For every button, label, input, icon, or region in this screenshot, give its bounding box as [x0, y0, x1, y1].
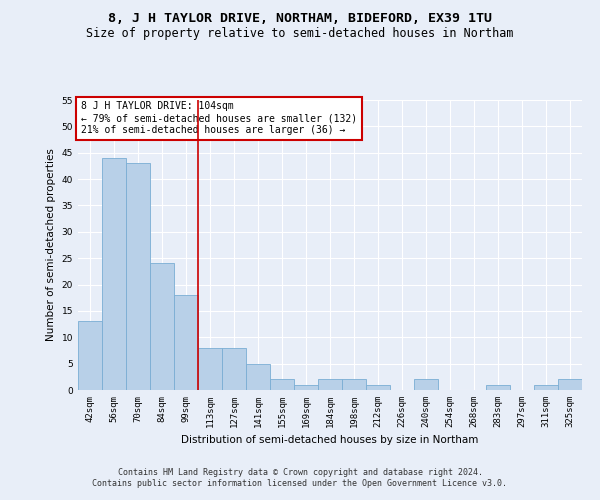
Bar — [78, 322, 102, 390]
Bar — [198, 348, 222, 390]
X-axis label: Distribution of semi-detached houses by size in Northam: Distribution of semi-detached houses by … — [181, 436, 479, 446]
Bar — [534, 384, 558, 390]
Text: Contains HM Land Registry data © Crown copyright and database right 2024.
Contai: Contains HM Land Registry data © Crown c… — [92, 468, 508, 487]
Bar — [270, 380, 294, 390]
Bar — [246, 364, 270, 390]
Text: Size of property relative to semi-detached houses in Northam: Size of property relative to semi-detach… — [86, 28, 514, 40]
Bar — [126, 164, 150, 390]
Bar — [222, 348, 246, 390]
Bar — [150, 264, 174, 390]
Bar — [342, 380, 366, 390]
Bar — [318, 380, 342, 390]
Y-axis label: Number of semi-detached properties: Number of semi-detached properties — [46, 148, 56, 342]
Text: 8, J H TAYLOR DRIVE, NORTHAM, BIDEFORD, EX39 1TU: 8, J H TAYLOR DRIVE, NORTHAM, BIDEFORD, … — [108, 12, 492, 26]
Bar — [486, 384, 510, 390]
Bar — [558, 380, 582, 390]
Bar — [102, 158, 126, 390]
Bar — [294, 384, 318, 390]
Bar — [414, 380, 438, 390]
Bar — [174, 295, 198, 390]
Bar — [366, 384, 390, 390]
Text: 8 J H TAYLOR DRIVE: 104sqm
← 79% of semi-detached houses are smaller (132)
21% o: 8 J H TAYLOR DRIVE: 104sqm ← 79% of semi… — [80, 102, 356, 134]
